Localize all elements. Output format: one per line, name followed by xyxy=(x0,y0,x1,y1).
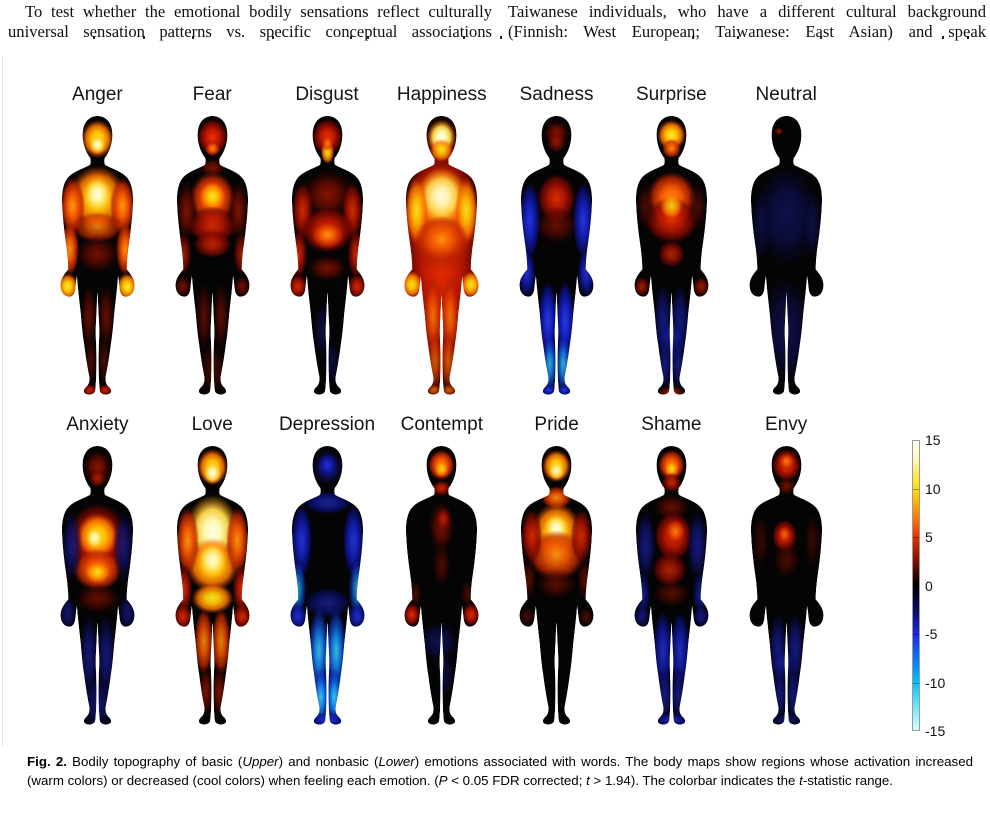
emotion-label-neutral: Neutral xyxy=(755,84,817,105)
cropped-text-speck xyxy=(463,36,465,39)
body-map-love xyxy=(175,446,250,725)
emotion-label-contempt: Contempt xyxy=(400,414,483,435)
colorbar-tick-label: -10 xyxy=(925,675,946,691)
body-map-envy xyxy=(749,446,824,725)
body-map-neutral xyxy=(749,116,824,395)
caption-segment: Fig. 2. xyxy=(27,754,67,769)
emotion-label-depression: Depression xyxy=(278,414,376,435)
emotion-label-happiness: Happiness xyxy=(396,84,487,105)
caption-segment: P xyxy=(438,773,448,788)
body-map-fear xyxy=(175,116,250,395)
emotion-cell-neutral: Neutral xyxy=(729,82,844,398)
emotion-cell-surprise: Surprise xyxy=(614,82,729,398)
emotion-label-pride: Pride xyxy=(534,414,579,435)
body-map-surprise xyxy=(634,116,709,395)
colorbar-tick-label: 15 xyxy=(925,432,941,448)
emotion-cell-love: Love xyxy=(155,412,270,728)
emotion-cell-envy: Envy xyxy=(729,412,844,728)
emotion-cell-fear: Fear xyxy=(155,82,270,398)
article-text-line: (Finnish: West European; Taiwanese: East… xyxy=(508,21,986,41)
cropped-text-speck xyxy=(272,36,274,39)
caption-segment: t xyxy=(799,773,803,788)
body-map-pride xyxy=(519,446,594,725)
cropped-text-speck xyxy=(192,36,194,39)
body-map-shame xyxy=(634,446,709,725)
article-text-line: Taiwanese individuals, who have a differ… xyxy=(508,2,986,21)
emotion-cell-depression: Depression xyxy=(270,412,385,728)
emotion-label-fear: Fear xyxy=(192,84,232,105)
body-map-happiness xyxy=(404,116,479,395)
emotion-label-anxiety: Anxiety xyxy=(66,414,129,435)
cropped-text-speck xyxy=(367,36,369,39)
body-map-sadness xyxy=(519,116,594,395)
cropped-text-speck xyxy=(500,36,502,39)
emotion-label-sadness: Sadness xyxy=(519,84,594,105)
figure-left-edge xyxy=(2,56,3,746)
colorbar-tick-label: -15 xyxy=(925,723,946,739)
emotion-cell-pride: Pride xyxy=(499,412,614,728)
emotion-cell-anxiety: Anxiety xyxy=(40,412,155,728)
body-map-depression xyxy=(290,446,365,725)
caption-segment: ) and nonbasic ( xyxy=(278,754,379,769)
article-text-right-column: Taiwanese individuals, who have a differ… xyxy=(508,2,986,41)
article-text-line: To test whether the emotional bodily sen… xyxy=(25,2,492,21)
caption-segment: -statistic range. xyxy=(802,773,893,788)
caption-segment: Upper xyxy=(242,754,279,769)
emotion-label-love: Love xyxy=(191,414,233,435)
emotion-cell-shame: Shame xyxy=(614,412,729,728)
emotion-label-disgust: Disgust xyxy=(295,84,359,105)
cropped-text-speck xyxy=(143,36,145,39)
colorbar-tick-mark xyxy=(913,683,919,684)
cropped-text-speck xyxy=(967,36,969,39)
emotion-label-envy: Envy xyxy=(765,414,808,435)
caption-segment: Bodily topography of basic ( xyxy=(66,754,243,769)
emotion-cell-contempt: Contempt xyxy=(384,412,499,728)
emotion-cell-anger: Anger xyxy=(40,82,155,398)
figure-caption: Fig. 2. Bodily topography of basic (Uppe… xyxy=(27,752,973,790)
caption-segment: ) emotions associated with words. The bo… xyxy=(27,754,973,788)
article-text-line: universal sensation patterns vs. specifi… xyxy=(8,21,492,41)
cropped-text-speck xyxy=(737,36,739,39)
colorbar-tick-mark xyxy=(913,586,919,587)
body-map-anger xyxy=(60,116,135,395)
colorbar-tick-label: 10 xyxy=(925,481,941,497)
colorbar-tick-mark xyxy=(913,489,919,490)
colorbar-tick-label: 5 xyxy=(925,529,933,545)
cropped-text-speck xyxy=(350,36,352,39)
emotion-label-surprise: Surprise xyxy=(636,84,707,105)
caption-segment: < 0.05 FDR corrected; xyxy=(447,773,587,788)
body-map-contempt xyxy=(404,446,479,725)
cropped-text-speck xyxy=(692,36,694,39)
emotion-cell-disgust: Disgust xyxy=(270,82,385,398)
cropped-text-speck xyxy=(942,36,944,39)
caption-segment: t xyxy=(586,773,590,788)
emotion-cell-happiness: Happiness xyxy=(384,82,499,398)
emotion-label-shame: Shame xyxy=(641,414,702,435)
colorbar-tick-mark xyxy=(913,634,919,635)
article-text-left-column: To test whether the emotional bodily sen… xyxy=(8,2,492,41)
emotion-cell-sadness: Sadness xyxy=(499,82,614,398)
cropped-text-speck xyxy=(820,36,822,39)
colorbar-tick-label: -5 xyxy=(925,626,938,642)
caption-segment: > 1.94). The colorbar indicates the xyxy=(589,773,800,788)
caption-segment: Lower xyxy=(378,754,415,769)
colorbar-tick-label: 0 xyxy=(925,578,933,594)
emotion-label-anger: Anger xyxy=(72,84,123,105)
colorbar-tick-mark xyxy=(913,537,919,538)
body-map-disgust xyxy=(290,116,365,395)
figure-row-basic-emotions: Anger Fear Disgust Happiness Sadness Surprise… xyxy=(40,82,844,398)
colorbar-gradient xyxy=(912,440,920,731)
figure-row-nonbasic-emotions: Anxiety Love Depression Contempt Pride Shame E… xyxy=(40,412,844,728)
body-map-anxiety xyxy=(60,446,135,725)
cropped-text-speck xyxy=(93,36,95,39)
